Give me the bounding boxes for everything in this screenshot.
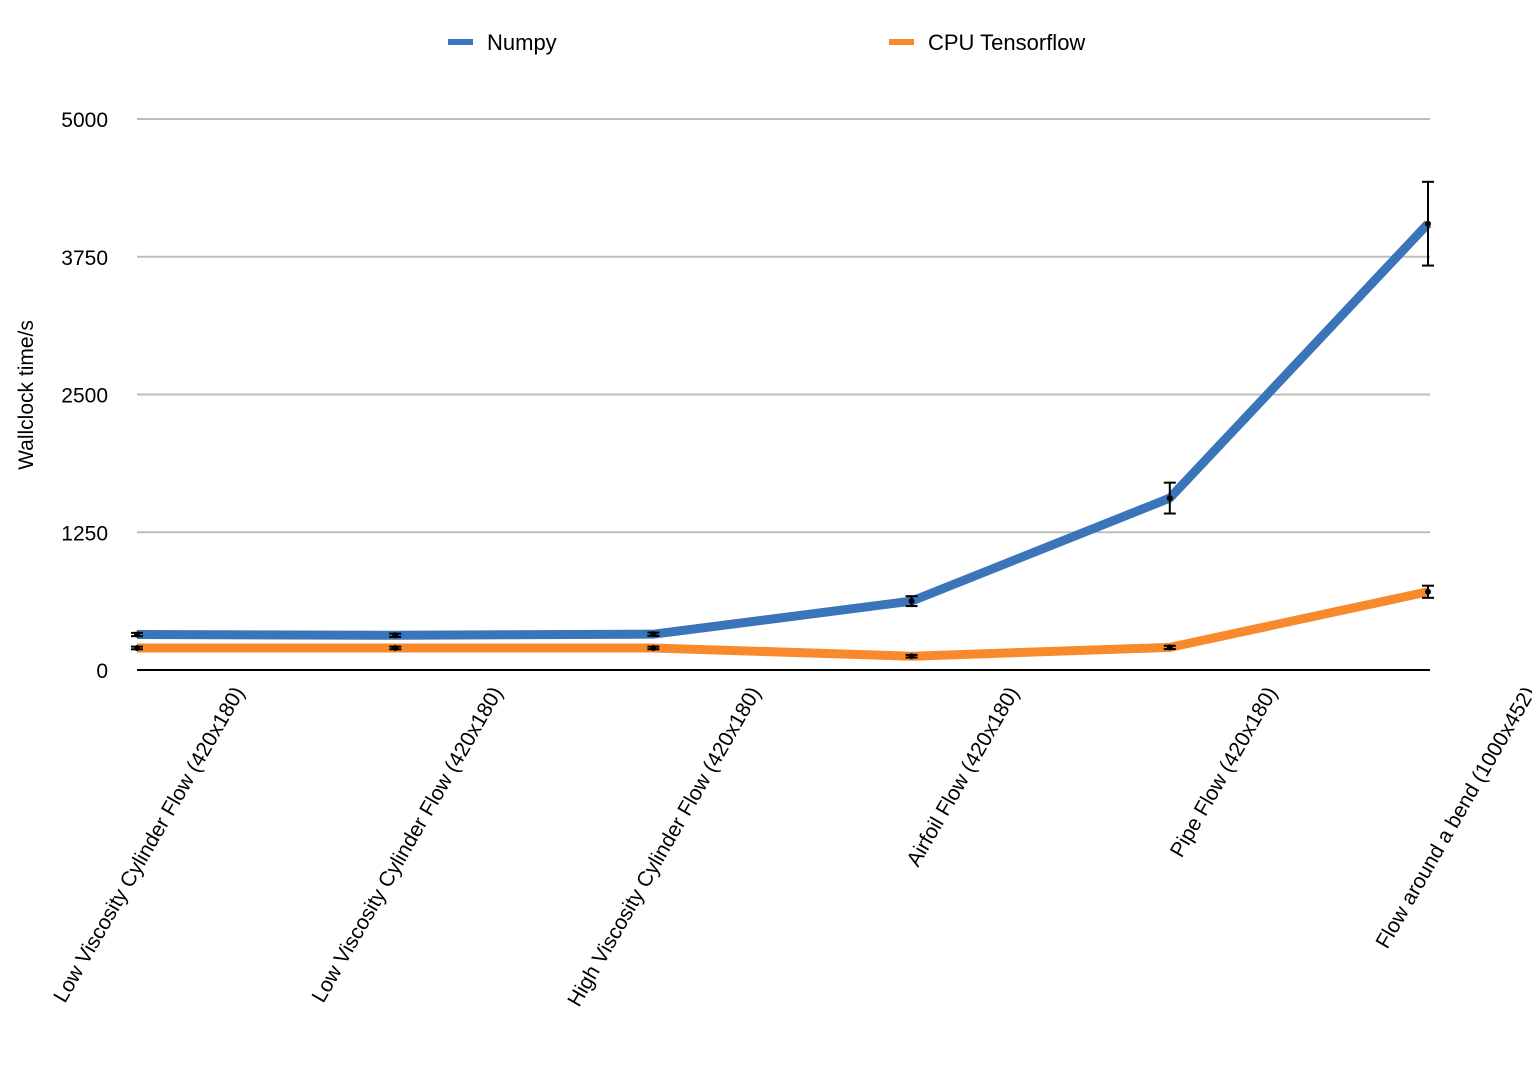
legend: Numpy CPU Tensorflow — [448, 30, 1085, 55]
series-lines — [136, 220, 1432, 661]
data-point — [1425, 588, 1431, 595]
y-tick-label: 5000 — [61, 109, 108, 132]
data-point — [1425, 220, 1431, 227]
x-category-label: Flow around a bend (1000x452) — [1372, 683, 1532, 952]
y-tick-label: 0 — [96, 660, 108, 683]
data-point — [392, 644, 399, 651]
y-tick-label: 2500 — [61, 385, 108, 408]
data-point — [1166, 495, 1173, 502]
x-category-label: Pipe Flow (420x180) — [1166, 683, 1282, 861]
y-tick-label: 1250 — [61, 522, 108, 545]
x-category-label: Low Viscosity Cylinder Flow (420x180) — [307, 683, 507, 1006]
x-category-label: Airfoil Flow (420x180) — [902, 683, 1023, 870]
data-point — [908, 598, 915, 605]
data-point — [134, 644, 140, 651]
data-point — [650, 631, 657, 638]
error-bars — [131, 180, 1434, 660]
legend-label: Numpy — [487, 30, 557, 55]
y-tick-label: 3750 — [61, 247, 108, 270]
grid-lines — [137, 118, 1430, 534]
x-category-label: Low Viscosity Cylinder Flow (420x180) — [49, 683, 249, 1006]
series-line-numpy — [136, 220, 1432, 640]
data-point — [134, 631, 140, 638]
x-axis-category-labels: Low Viscosity Cylinder Flow (420x180) Low… — [49, 683, 1532, 1011]
x-category-label: High Viscosity Cylinder Flow (420x180) — [563, 683, 765, 1011]
series-line-cpu-tensorflow — [137, 587, 1429, 661]
legend-label: CPU Tensorflow — [928, 30, 1085, 55]
data-point — [1166, 644, 1173, 651]
data-point — [392, 632, 399, 639]
y-axis-label: Wallclock time/s — [15, 320, 38, 470]
y-axis-ticks: 0 1250 2500 3750 5000 — [61, 109, 108, 683]
data-point — [908, 653, 915, 660]
data-point — [650, 644, 657, 651]
